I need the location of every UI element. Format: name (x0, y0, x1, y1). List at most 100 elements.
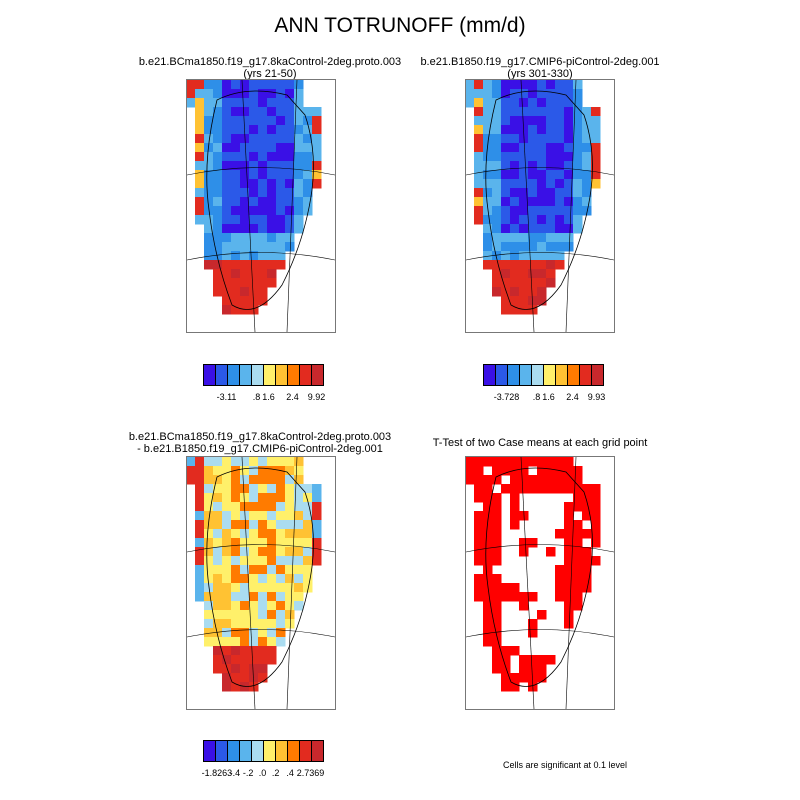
grid-cell (294, 170, 304, 180)
grid-cell (555, 80, 565, 90)
grid-cell (258, 547, 268, 557)
grid-cell (564, 475, 574, 485)
grid-cell (204, 565, 214, 575)
grid-cell (492, 197, 502, 207)
grid-cell (204, 170, 214, 180)
grid-cell (303, 529, 313, 539)
grid-cell (231, 305, 241, 315)
colorbar-1-tick-label: .8 (252, 392, 261, 402)
grid-cell (528, 233, 538, 243)
grid-cell (267, 206, 277, 216)
grid-cell (510, 161, 520, 171)
grid-cell (231, 466, 241, 476)
graticule-line (520, 80, 535, 332)
grid-cell (294, 134, 304, 144)
grid-cell (258, 278, 268, 288)
grid-cell (519, 170, 529, 180)
grid-cell (204, 260, 214, 270)
grid-cell (267, 601, 277, 611)
grid-cell (231, 116, 241, 126)
map-panel-3-canvas (187, 457, 335, 709)
grid-cell (492, 287, 502, 297)
grid-cell (267, 116, 277, 126)
grid-cell (249, 125, 259, 135)
grid-cell (474, 520, 484, 530)
grid-cell (555, 484, 565, 494)
grid-cell (564, 520, 574, 530)
grid-cell (285, 188, 295, 198)
grid-cell (474, 511, 484, 521)
grid-cell (492, 98, 502, 108)
grid-cell (528, 98, 538, 108)
grid-cell (258, 502, 268, 512)
grid-cell (591, 520, 601, 530)
grid-cell (222, 457, 232, 467)
grid-cell (240, 161, 250, 171)
grid-cell (276, 242, 286, 252)
grid-cell (231, 80, 241, 90)
grid-cell (492, 655, 502, 665)
grid-cell (294, 125, 304, 135)
grid-cell (510, 251, 520, 261)
grid-cell (519, 206, 529, 216)
grid-cell (285, 610, 295, 620)
grid-cell (240, 628, 250, 638)
grid-cell (546, 89, 556, 99)
grid-cell (591, 152, 601, 162)
grid-cell (555, 116, 565, 126)
grid-cell (240, 170, 250, 180)
colorbar-3-labels: -1.8263 -.4 -.2 .0 .2 .4 2.7369 (202, 768, 325, 780)
grid-cell (312, 134, 322, 144)
grid-cell (546, 457, 556, 467)
grid-cell (555, 197, 565, 207)
grid-cell (501, 287, 511, 297)
grid-cell (474, 170, 484, 180)
grid-cell (528, 475, 538, 485)
grid-cell (466, 466, 475, 476)
grid-cell (240, 278, 250, 288)
grid-cell (195, 475, 205, 485)
grid-cell (195, 107, 205, 117)
grid-cell (276, 583, 286, 593)
grid-cell (303, 188, 313, 198)
grid-cell (240, 592, 250, 602)
grid-cell (213, 556, 223, 566)
grid-cell (555, 224, 565, 234)
graticule-line (466, 252, 614, 261)
graticule-line (187, 544, 335, 553)
grid-cell (564, 547, 574, 557)
grid-cell (501, 583, 511, 593)
grid-cell (285, 80, 295, 90)
grid-cell (276, 529, 286, 539)
grid-cell (285, 556, 295, 566)
grid-cell (276, 637, 286, 647)
grid-cell (204, 493, 214, 503)
grid-cell (276, 125, 286, 135)
grid-cell (231, 224, 241, 234)
grid-cell (231, 134, 241, 144)
grid-cell (213, 466, 223, 476)
grid-cell (582, 143, 592, 153)
grid-cell (231, 583, 241, 593)
grid-cell (285, 457, 295, 467)
grid-cell (519, 116, 529, 126)
grid-cell (267, 80, 277, 90)
grid-cell (276, 475, 286, 485)
grid-cell (267, 574, 277, 584)
grid-cell (294, 107, 304, 117)
grid-cell (501, 305, 511, 315)
grid-cell (285, 107, 295, 117)
grid-cell (483, 457, 493, 467)
grid-cell (258, 188, 268, 198)
grid-cell (249, 592, 259, 602)
grid-cell (195, 116, 205, 126)
colorbar-3-swatch (311, 740, 324, 762)
grid-cell (303, 502, 313, 512)
grid-cell (231, 520, 241, 530)
grid-cell (294, 502, 304, 512)
grid-cell (555, 161, 565, 171)
grid-cell (528, 197, 538, 207)
grid-cell (240, 646, 250, 656)
grid-cell (258, 565, 268, 575)
grid-cell (501, 269, 511, 279)
